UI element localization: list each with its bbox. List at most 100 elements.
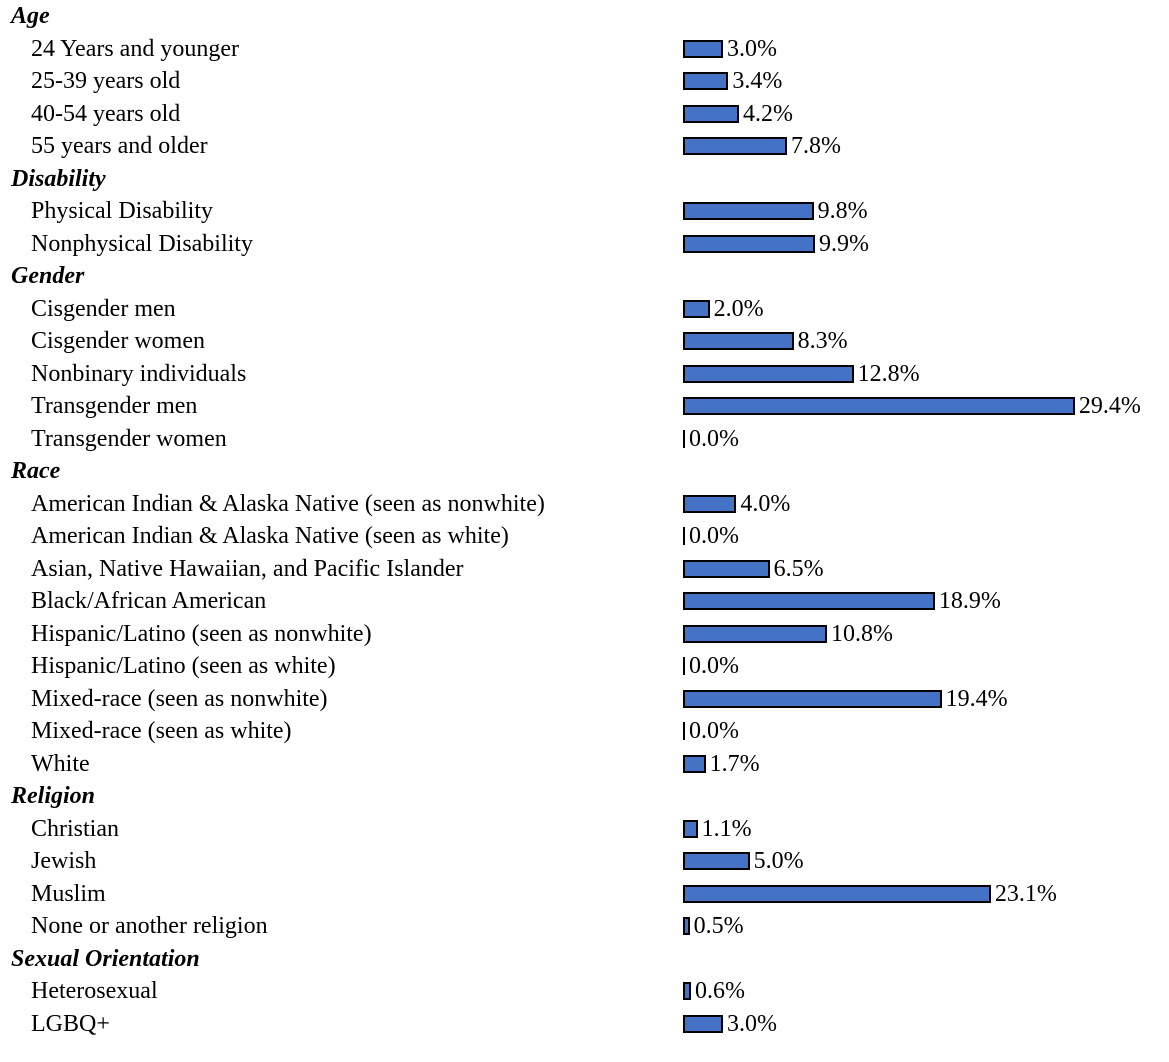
bar-row: Hispanic/Latino (seen as nonwhite) 10.8% — [0, 618, 1169, 651]
value-label: 2.0% — [713, 295, 764, 322]
bar — [683, 494, 737, 513]
value-label: 6.5% — [773, 555, 824, 582]
category-label: American Indian & Alaska Native (seen as… — [31, 490, 545, 517]
bar-row: Christian 1.1% — [0, 813, 1169, 846]
value-label: 4.0% — [740, 490, 791, 517]
group-title: Disability — [11, 165, 106, 192]
bar — [683, 234, 815, 253]
bar — [683, 689, 942, 708]
bar — [683, 1014, 723, 1033]
category-label: 24 Years and younger — [31, 35, 239, 62]
category-label: 40-54 years old — [31, 100, 181, 127]
bar-row: 55 years and older 7.8% — [0, 130, 1169, 163]
bar — [683, 722, 685, 740]
category-label: Cisgender women — [31, 328, 205, 354]
category-label: White — [31, 750, 90, 777]
bar-row: Muslim 23.1% — [0, 878, 1169, 911]
category-label: Nonbinary individuals — [31, 360, 247, 387]
value-label: 23.1% — [994, 880, 1057, 907]
category-label: Heterosexual — [31, 978, 158, 1004]
group-row: Religion — [0, 780, 1169, 813]
bar — [683, 592, 935, 610]
category-label: Asian, Native Hawaiian, and Pacific Isla… — [31, 555, 464, 582]
bar-row: Heterosexual 0.6% — [0, 975, 1169, 1008]
group-title: Age — [11, 3, 50, 29]
bar-row: Jewish 5.0% — [0, 845, 1169, 878]
category-label: Hispanic/Latino (seen as white) — [31, 653, 336, 679]
bar-row: Mixed-race (seen as nonwhite) 19.4% — [0, 683, 1169, 716]
value-label: 4.2% — [742, 100, 793, 127]
value-label: 3.0% — [726, 1010, 777, 1037]
category-label: Mixed-race (seen as white) — [31, 718, 292, 744]
bar-row: Asian, Native Hawaiian, and Pacific Isla… — [0, 553, 1169, 586]
value-label: 29.4% — [1078, 393, 1141, 419]
group-title: Gender — [11, 263, 85, 289]
category-label: Christian — [31, 815, 119, 842]
bar — [683, 852, 750, 870]
bar — [683, 202, 814, 220]
bar-row: None or another religion 0.5% — [0, 910, 1169, 943]
value-label: 1.7% — [709, 750, 760, 777]
bar — [683, 299, 710, 318]
bar — [683, 397, 1075, 415]
value-label: 10.8% — [830, 620, 893, 647]
value-label: 18.9% — [938, 588, 1001, 614]
value-label: 7.8% — [790, 133, 841, 159]
value-label: 5.0% — [753, 848, 804, 874]
bar — [683, 72, 729, 90]
bar-row: American Indian & Alaska Native (seen as… — [0, 520, 1169, 553]
value-label: 0.0% — [689, 425, 739, 452]
bar-row: Nonphysical Disability 9.9% — [0, 228, 1169, 261]
bar — [683, 39, 723, 58]
bar-row: LGBQ+ 3.0% — [0, 1008, 1169, 1041]
bar — [683, 104, 739, 123]
bar-row: 40-54 years old 4.2% — [0, 98, 1169, 131]
bar-row: Nonbinary individuals 12.8% — [0, 358, 1169, 391]
group-title: Religion — [11, 783, 96, 809]
bar-row: Physical Disability 9.8% — [0, 195, 1169, 228]
bar — [683, 657, 685, 675]
category-label: 25-39 years old — [31, 68, 181, 94]
category-label: 55 years and older — [31, 133, 208, 159]
value-label: 1.1% — [701, 815, 752, 842]
group-row: Age — [0, 0, 1169, 33]
category-label: Mixed-race (seen as nonwhite) — [31, 685, 328, 712]
category-label: Black/African American — [31, 588, 267, 614]
group-row: Disability — [0, 163, 1169, 196]
bar — [683, 527, 685, 545]
value-label: 0.0% — [689, 523, 739, 549]
bar — [683, 429, 685, 448]
bar — [683, 559, 770, 578]
category-label: Nonphysical Disability — [31, 230, 253, 257]
value-label: 9.8% — [817, 198, 868, 224]
category-label: Physical Disability — [31, 198, 213, 224]
group-row: Sexual Orientation — [0, 943, 1169, 976]
value-label: 0.0% — [689, 653, 739, 679]
bar — [683, 884, 991, 903]
group-title: Race — [11, 458, 61, 484]
bar-row: Transgender women 0.0% — [0, 423, 1169, 456]
bar-row: Hispanic/Latino (seen as white) 0.0% — [0, 650, 1169, 683]
bar — [683, 982, 691, 1000]
value-label: 3.4% — [732, 68, 783, 94]
value-label: 0.6% — [694, 978, 745, 1004]
bar-row: Mixed-race (seen as white) 0.0% — [0, 715, 1169, 748]
category-label: LGBQ+ — [31, 1010, 110, 1037]
group-row: Race — [0, 455, 1169, 488]
bar-row: American Indian & Alaska Native (seen as… — [0, 488, 1169, 521]
bar — [683, 754, 706, 773]
bar — [683, 137, 787, 155]
bar — [683, 624, 827, 643]
bar-row: 24 Years and younger 3.0% — [0, 33, 1169, 66]
category-label: American Indian & Alaska Native (seen as… — [31, 523, 509, 549]
bar — [683, 364, 854, 383]
bar-row: Black/African American 18.9% — [0, 585, 1169, 618]
value-label: 12.8% — [857, 360, 920, 387]
category-label: Hispanic/Latino (seen as nonwhite) — [31, 620, 372, 647]
bar — [683, 917, 690, 935]
value-label: 0.0% — [689, 718, 739, 744]
group-title: Sexual Orientation — [11, 945, 200, 972]
bar-row: 25-39 years old 3.4% — [0, 65, 1169, 98]
value-label: 19.4% — [945, 685, 1008, 712]
